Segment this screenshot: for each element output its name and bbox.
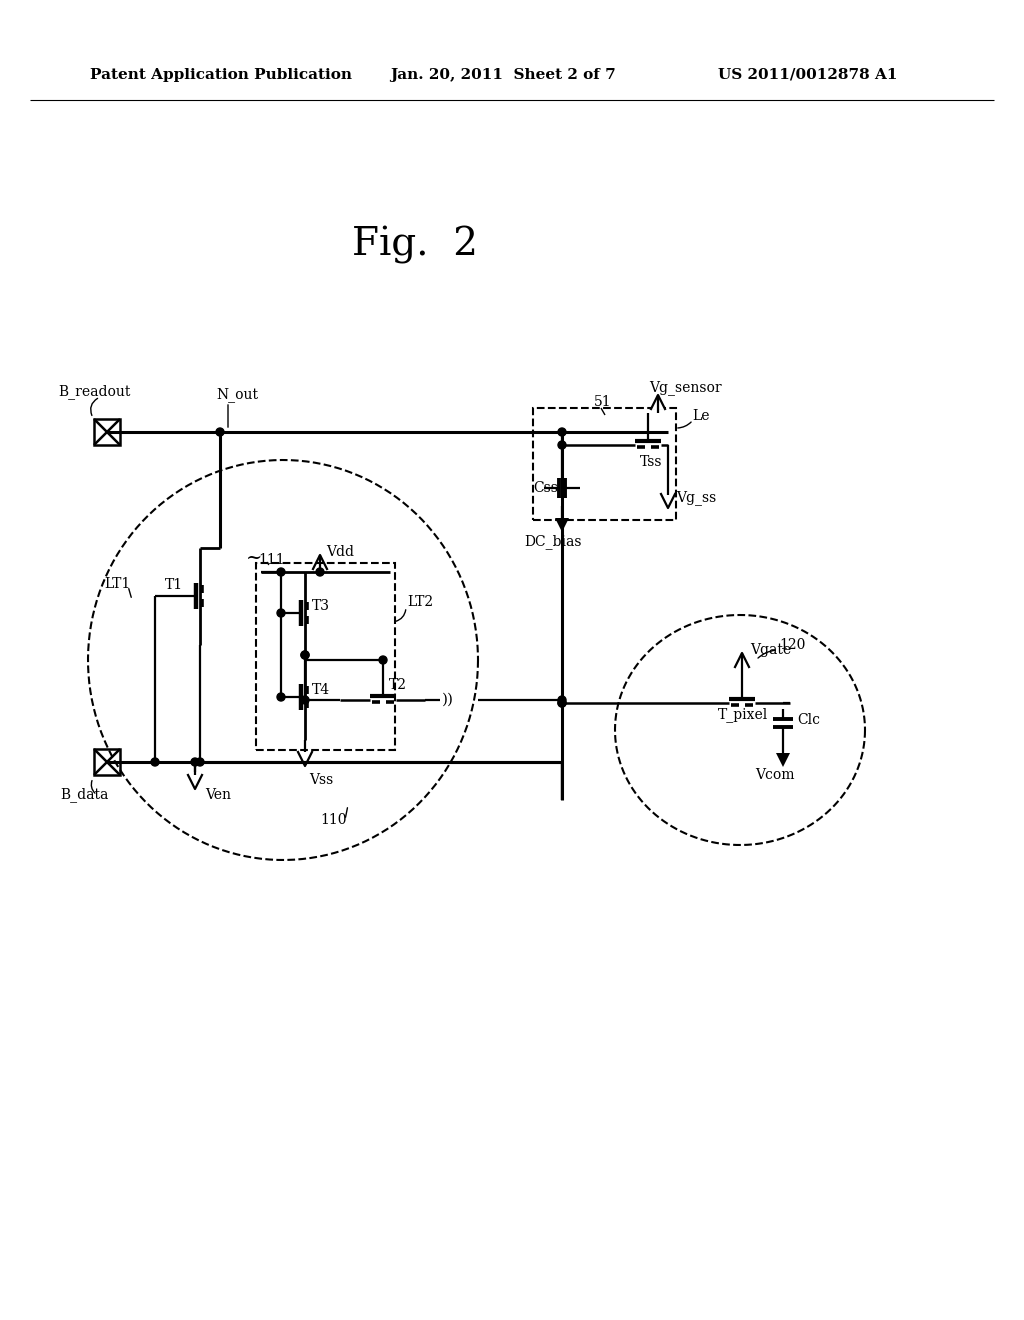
Text: 120: 120 <box>779 638 805 652</box>
Circle shape <box>278 609 285 616</box>
Circle shape <box>316 568 324 576</box>
Circle shape <box>558 696 566 704</box>
Text: Vcom: Vcom <box>755 768 795 781</box>
Text: Css: Css <box>534 480 558 495</box>
Text: T1: T1 <box>165 578 183 591</box>
Text: Jan. 20, 2011  Sheet 2 of 7: Jan. 20, 2011 Sheet 2 of 7 <box>390 69 615 82</box>
Circle shape <box>301 651 309 659</box>
Bar <box>94 418 120 445</box>
Polygon shape <box>298 752 312 766</box>
Text: Vss: Vss <box>309 774 333 787</box>
Circle shape <box>558 700 566 708</box>
Text: Vg_sensor: Vg_sensor <box>649 380 722 396</box>
Polygon shape <box>188 775 202 789</box>
Text: T2: T2 <box>389 678 407 692</box>
Text: T4: T4 <box>312 682 330 697</box>
Text: T3: T3 <box>312 599 330 612</box>
Circle shape <box>301 696 309 704</box>
Circle shape <box>196 758 204 766</box>
Polygon shape <box>555 517 569 532</box>
Text: Vg_ss: Vg_ss <box>676 491 716 506</box>
Circle shape <box>301 651 309 659</box>
Text: Patent Application Publication: Patent Application Publication <box>90 69 352 82</box>
Text: B_readout: B_readout <box>58 384 130 400</box>
Text: N_out: N_out <box>216 388 258 403</box>
Text: US 2011/0012878 A1: US 2011/0012878 A1 <box>718 69 897 82</box>
Circle shape <box>151 758 159 766</box>
Text: B_data: B_data <box>60 788 109 803</box>
Circle shape <box>278 693 285 701</box>
Text: Tss: Tss <box>640 455 663 469</box>
Text: Fig.  2: Fig. 2 <box>352 226 478 264</box>
Text: DC_bias: DC_bias <box>524 535 582 549</box>
Circle shape <box>558 700 566 708</box>
Text: Vgate: Vgate <box>750 643 792 657</box>
Text: Clc: Clc <box>797 713 820 727</box>
Bar <box>534 408 676 520</box>
Text: ~: ~ <box>246 549 262 568</box>
Text: 51: 51 <box>594 395 611 409</box>
Text: Le: Le <box>692 409 710 422</box>
Circle shape <box>191 758 199 766</box>
Text: )): )) <box>442 693 454 708</box>
Text: Vdd: Vdd <box>326 545 354 558</box>
Text: 111: 111 <box>258 553 285 568</box>
Circle shape <box>379 656 387 664</box>
Polygon shape <box>651 395 665 409</box>
Circle shape <box>216 428 224 436</box>
Circle shape <box>278 568 285 576</box>
Text: 110: 110 <box>319 813 346 828</box>
Polygon shape <box>313 554 327 569</box>
Polygon shape <box>776 752 790 767</box>
Text: Ven: Ven <box>205 788 231 803</box>
Circle shape <box>558 441 566 449</box>
Polygon shape <box>735 653 749 667</box>
Text: LT2: LT2 <box>407 595 433 609</box>
Text: T_pixel: T_pixel <box>718 708 768 722</box>
Circle shape <box>558 428 566 436</box>
Bar <box>256 564 395 750</box>
Bar <box>94 748 120 775</box>
Polygon shape <box>662 494 675 508</box>
Text: LT1: LT1 <box>104 577 130 591</box>
